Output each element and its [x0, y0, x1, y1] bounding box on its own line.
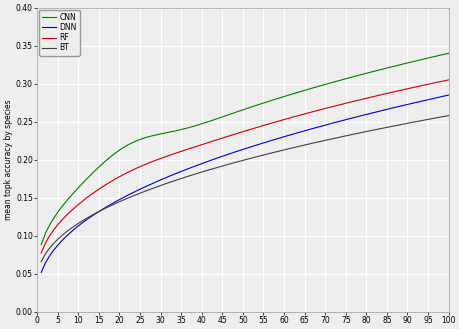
- DNN: [39, 270, 44, 274]
- CNN: [412, 59, 418, 63]
- Legend: CNN, DNN, RF, BT: CNN, DNN, RF, BT: [39, 10, 79, 56]
- RF: [133, 166, 138, 170]
- RF: [445, 78, 450, 82]
- BT: [117, 200, 122, 204]
- CNN: [445, 51, 450, 55]
- DNN: [248, 145, 253, 149]
- RF: [117, 175, 122, 179]
- Line: RF: RF: [41, 80, 448, 253]
- RF: [412, 85, 418, 89]
- CNN: [39, 243, 44, 247]
- CNN: [280, 94, 286, 98]
- BT: [412, 120, 418, 124]
- Line: CNN: CNN: [41, 53, 448, 245]
- CNN: [424, 56, 430, 60]
- DNN: [445, 93, 450, 97]
- BT: [39, 260, 44, 264]
- DNN: [424, 98, 430, 102]
- Line: DNN: DNN: [41, 95, 448, 272]
- DNN: [133, 189, 138, 193]
- BT: [424, 117, 430, 121]
- DNN: [412, 101, 418, 105]
- CNN: [248, 105, 253, 109]
- BT: [248, 156, 253, 160]
- Line: BT: BT: [41, 115, 448, 262]
- Y-axis label: mean topk accuracy by species: mean topk accuracy by species: [4, 99, 13, 220]
- RF: [424, 82, 430, 86]
- RF: [248, 127, 253, 131]
- RF: [39, 251, 44, 255]
- RF: [280, 117, 286, 121]
- CNN: [133, 139, 138, 143]
- BT: [280, 148, 286, 152]
- DNN: [280, 135, 286, 139]
- BT: [133, 193, 138, 197]
- DNN: [117, 198, 122, 202]
- BT: [445, 114, 450, 117]
- CNN: [117, 148, 122, 152]
